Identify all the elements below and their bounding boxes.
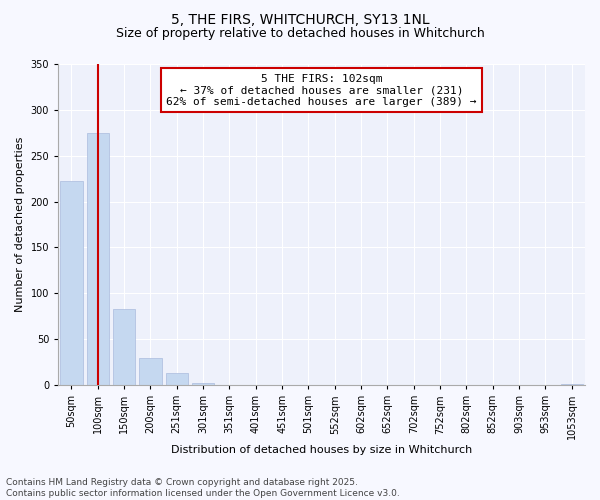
Bar bbox=[113, 309, 135, 385]
Text: 5, THE FIRS, WHITCHURCH, SY13 1NL: 5, THE FIRS, WHITCHURCH, SY13 1NL bbox=[170, 12, 430, 26]
Text: Contains HM Land Registry data © Crown copyright and database right 2025.
Contai: Contains HM Land Registry data © Crown c… bbox=[6, 478, 400, 498]
Bar bbox=[60, 182, 83, 385]
Bar bbox=[166, 373, 188, 385]
Text: Size of property relative to detached houses in Whitchurch: Size of property relative to detached ho… bbox=[116, 28, 484, 40]
Bar bbox=[86, 133, 109, 385]
Bar bbox=[139, 358, 161, 385]
X-axis label: Distribution of detached houses by size in Whitchurch: Distribution of detached houses by size … bbox=[171, 445, 472, 455]
Bar bbox=[192, 383, 214, 385]
Text: 5 THE FIRS: 102sqm
← 37% of detached houses are smaller (231)
62% of semi-detach: 5 THE FIRS: 102sqm ← 37% of detached hou… bbox=[166, 74, 477, 107]
Bar bbox=[560, 384, 583, 385]
Y-axis label: Number of detached properties: Number of detached properties bbox=[15, 137, 25, 312]
